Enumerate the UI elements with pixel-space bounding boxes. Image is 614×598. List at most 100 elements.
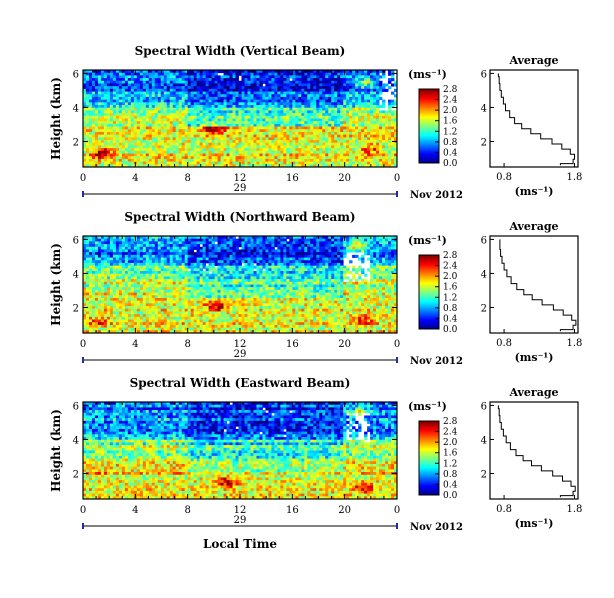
heatmap-cell <box>229 140 233 144</box>
heatmap-cell <box>112 99 117 103</box>
heatmap-cell <box>262 241 266 245</box>
heatmap-cell <box>280 164 284 168</box>
heatmap-cell <box>160 131 165 136</box>
heatmap-cell <box>118 96 123 101</box>
heatmap-cell <box>112 148 117 152</box>
heatmap-cell <box>91 140 96 144</box>
heatmap-cell <box>97 105 102 109</box>
heatmap-cell <box>160 140 165 144</box>
heatmap-cell <box>217 110 221 114</box>
heatmap-cell <box>202 134 207 138</box>
heatmap-cell <box>199 241 204 245</box>
heatmap-cell <box>112 88 117 92</box>
heatmap-cell <box>268 137 272 141</box>
heatmap-cell <box>121 123 126 127</box>
heatmap-cell <box>133 115 138 119</box>
heatmap-cell <box>289 238 293 242</box>
heatmap-cell <box>367 115 371 119</box>
heatmap-cell <box>109 150 114 154</box>
heatmap-cell <box>244 262 248 267</box>
heatmap-cell <box>268 254 272 258</box>
heatmap-cell <box>310 118 314 122</box>
heatmap-cell <box>208 96 212 101</box>
heatmap-cell <box>145 246 150 250</box>
heatmap-cell <box>85 241 90 245</box>
heatmap-cell <box>388 80 392 84</box>
heatmap-cell <box>172 140 177 144</box>
heatmap-cell <box>136 262 141 267</box>
heatmap-cell <box>88 238 93 242</box>
heatmap-cell <box>325 140 329 144</box>
heatmap-cell <box>301 148 305 152</box>
heatmap-cell <box>124 121 129 125</box>
heatmap-cell <box>352 164 356 168</box>
heatmap-cell <box>349 246 353 250</box>
heatmap-cell <box>211 254 215 258</box>
heatmap-cell <box>373 70 377 74</box>
heatmap-cell <box>232 257 236 261</box>
heatmap-cell <box>100 254 105 258</box>
heatmap-cell <box>340 252 344 256</box>
heatmap-cell <box>139 252 144 256</box>
heatmap-cell <box>286 96 290 101</box>
heatmap-cell <box>226 153 230 157</box>
heatmap-cell <box>376 161 380 165</box>
heatmap-cell <box>340 83 344 87</box>
heatmap-cell <box>244 161 248 165</box>
heatmap-cell <box>355 72 359 76</box>
heatmap-cell <box>364 145 368 149</box>
heatmap-cell <box>295 249 299 253</box>
heatmap-cell <box>319 241 323 245</box>
heatmap-cell <box>373 244 377 248</box>
heatmap-cell <box>331 252 335 256</box>
heatmap-cell <box>322 153 326 157</box>
heatmap-cell <box>91 238 96 242</box>
heatmap-cell <box>133 129 138 133</box>
heatmap-cell <box>217 115 221 119</box>
heatmap-cell <box>187 118 192 122</box>
heatmap-cell <box>220 252 224 256</box>
heatmap-cell <box>97 142 102 146</box>
heatmap-cell <box>388 131 392 136</box>
heatmap-cell <box>109 241 114 245</box>
heatmap-cell <box>247 158 251 163</box>
heatmap-cell <box>196 236 201 240</box>
heatmap-cell <box>211 121 215 125</box>
heatmap-cell <box>223 131 227 136</box>
heatmap-cell <box>313 254 317 258</box>
heatmap-cell <box>226 102 230 106</box>
heatmap-cell <box>340 96 344 101</box>
heatmap-cell <box>391 257 395 261</box>
heatmap-cell <box>100 129 105 133</box>
heatmap-cell <box>331 72 335 76</box>
heatmap-cell <box>334 164 338 168</box>
heatmap-cell <box>160 91 165 95</box>
heatmap-cell <box>370 115 374 119</box>
heatmap-cell <box>262 145 266 149</box>
heatmap-cell <box>220 121 224 125</box>
heatmap-cell <box>343 129 347 133</box>
heatmap-cell <box>259 123 263 127</box>
heatmap-cell <box>229 241 233 245</box>
heatmap-cell <box>199 91 204 95</box>
heatmap-cell <box>139 115 144 119</box>
heatmap-cell <box>145 158 150 163</box>
heatmap-cell <box>109 142 114 146</box>
heatmap-cell <box>208 236 212 240</box>
heatmap-cell <box>268 238 272 242</box>
heatmap-cell <box>121 70 126 74</box>
heatmap-cell <box>340 236 344 240</box>
heatmap-cell <box>358 150 362 154</box>
heatmap-cell <box>307 244 311 248</box>
heatmap-cell <box>229 150 233 154</box>
heatmap-cell <box>289 236 293 240</box>
heatmap-cell <box>169 131 174 136</box>
colorbar-segment <box>419 107 439 110</box>
heatmap-cell <box>334 142 338 146</box>
heatmap-cell <box>139 153 144 157</box>
heatmap-cell <box>142 110 147 114</box>
heatmap-cell <box>313 153 317 157</box>
heatmap-cell <box>88 142 93 146</box>
heatmap-cell <box>286 115 290 119</box>
heatmap-cell <box>211 70 215 74</box>
